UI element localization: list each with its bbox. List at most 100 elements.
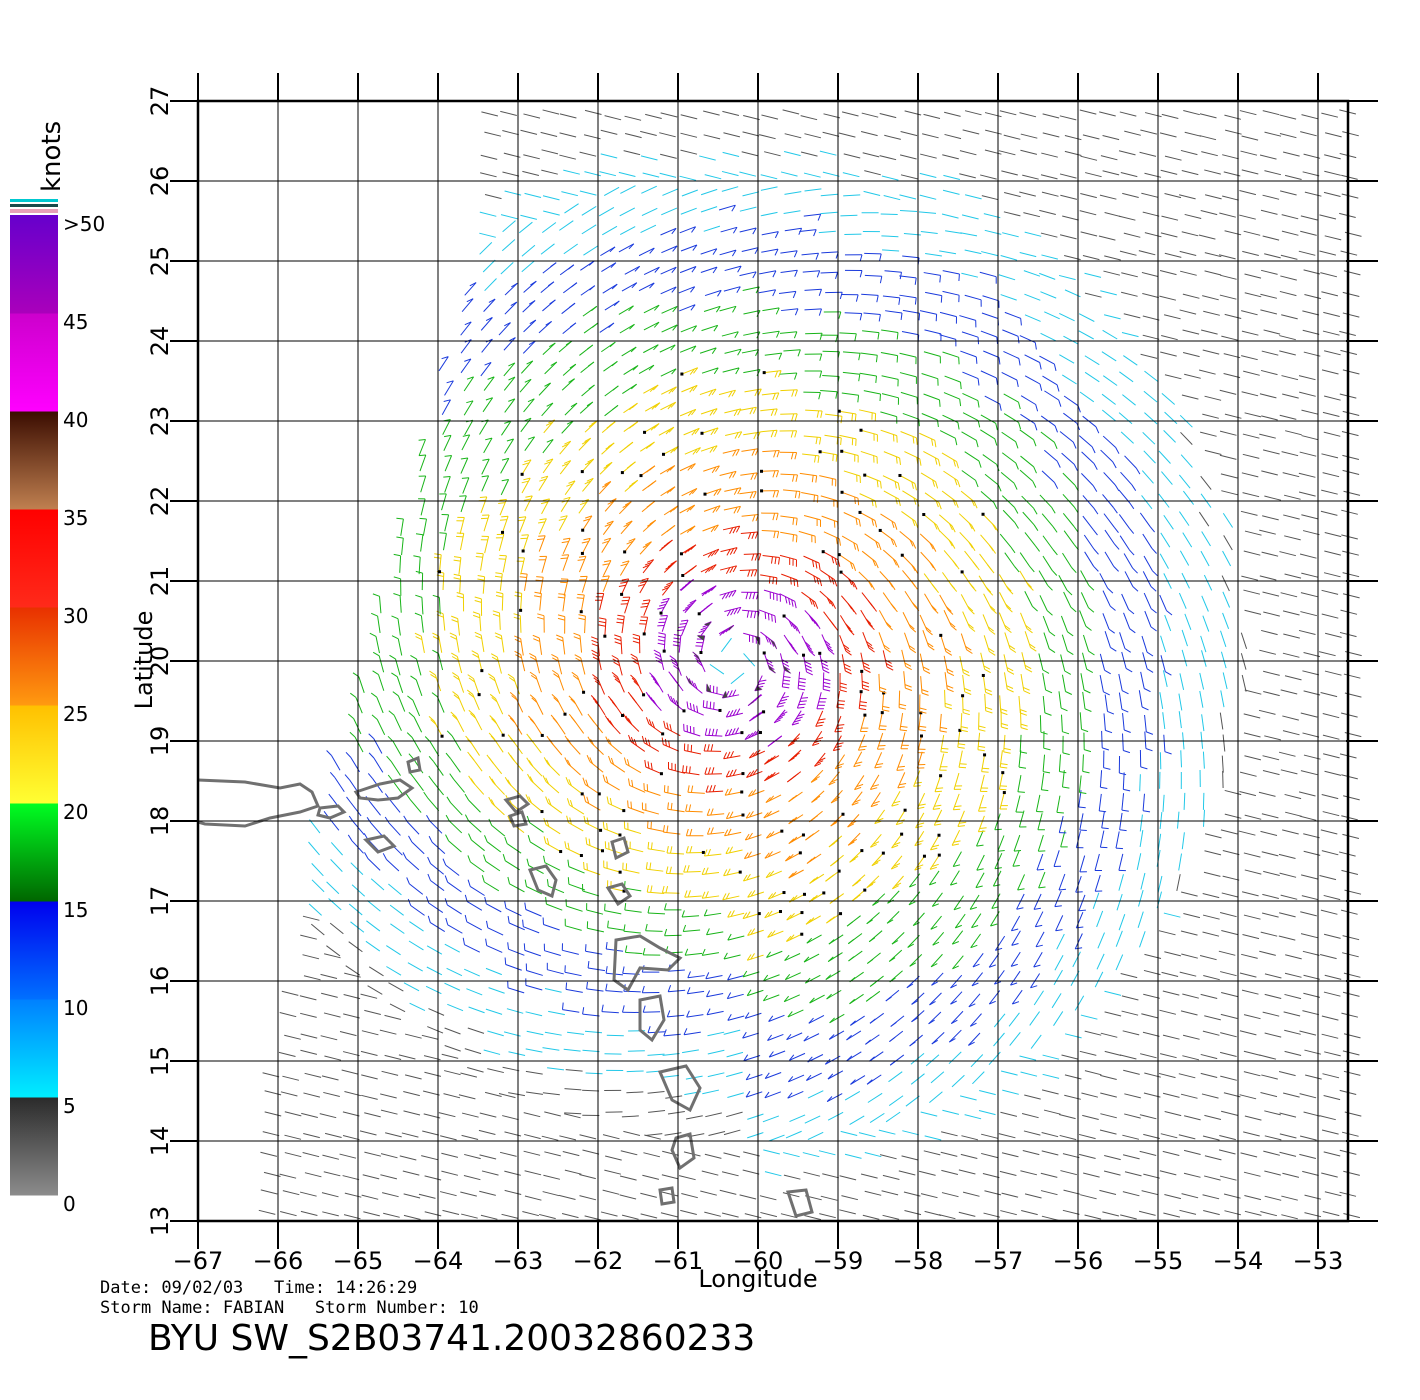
wind-barb-staff	[679, 463, 696, 472]
rain-flag-marker	[580, 792, 584, 796]
wind-barb-staff	[1043, 1109, 1061, 1115]
wind-barb-feather	[890, 583, 896, 591]
wind-barb-staff	[1322, 1073, 1340, 1079]
wind-barb-feather	[835, 391, 838, 399]
wind-barb-staff	[1220, 630, 1227, 648]
wind-barb-staff	[1282, 652, 1300, 658]
wind-barb-staff	[881, 175, 899, 181]
wind-barb-feather	[428, 716, 435, 722]
wind-barb-staff	[262, 1131, 280, 1137]
wind-barb-staff	[1142, 1031, 1160, 1037]
wind-barb-feather	[552, 669, 559, 675]
wind-barb-staff	[874, 752, 883, 769]
wind-barb-feather	[791, 836, 798, 843]
wind-barb-staff	[881, 393, 899, 399]
wind-barb-feather	[748, 752, 755, 759]
wind-barb-feather	[415, 533, 423, 536]
wind-barb-staff	[520, 214, 538, 220]
wind-barb-feather	[935, 500, 939, 508]
wind-barb-feather	[921, 689, 929, 693]
wind-barb-staff	[723, 871, 741, 877]
wind-barb-staff	[264, 1090, 282, 1096]
wind-barb-feather	[393, 553, 401, 557]
rain-flag-marker	[981, 512, 985, 516]
wind-barb-staff	[1177, 811, 1180, 829]
wind-barb-staff	[730, 672, 745, 685]
rain-flag-marker	[540, 733, 544, 737]
wind-barb-feather	[1033, 439, 1037, 447]
wind-barb-staff	[563, 579, 569, 596]
wind-barb-staff	[741, 151, 759, 157]
wind-barb-staff	[1142, 211, 1160, 217]
rain-flag-marker	[839, 570, 843, 574]
wind-barb-feather	[1024, 664, 1032, 670]
wind-barb-feather	[543, 836, 547, 844]
wind-barb-staff	[841, 392, 859, 396]
wind-barb-staff	[1080, 231, 1098, 237]
wind-barb-staff	[1262, 591, 1280, 597]
wind-barb-feather	[931, 605, 937, 611]
wind-barb-feather	[654, 402, 661, 408]
wind-barb-feather	[406, 877, 410, 885]
wind-barb-staff	[746, 1074, 763, 1081]
wind-barb-staff	[822, 374, 840, 377]
wind-barb-staff	[334, 777, 345, 793]
wind-barb-staff	[426, 966, 443, 976]
rain-flag-marker	[961, 694, 965, 698]
wind-barb-staff	[706, 1010, 724, 1016]
wind-barb-staff	[429, 741, 440, 757]
wind-barb-staff	[979, 1089, 996, 1096]
wind-barb-feather	[570, 402, 578, 408]
wind-barb-staff	[1200, 731, 1204, 749]
wind-barb-staff	[958, 1211, 976, 1217]
wind-barb-staff	[1162, 794, 1165, 812]
wind-barb-staff	[1020, 673, 1025, 691]
wind-barb-feather	[975, 440, 979, 448]
wind-barb-staff	[302, 915, 320, 921]
wind-barb-feather	[764, 612, 767, 620]
wind-barb-feather	[670, 447, 676, 454]
wind-barb-staff	[1321, 369, 1339, 375]
wind-barb-feather	[707, 551, 713, 558]
wind-barb-staff	[1059, 431, 1074, 443]
wind-barb-feather	[713, 489, 719, 496]
wind-barb-feather	[691, 226, 697, 233]
wind-barb-feather	[648, 364, 655, 371]
wind-barb-feather	[570, 716, 577, 723]
wind-barb-staff	[786, 1032, 803, 1041]
wind-barb-feather	[951, 542, 956, 549]
wind-barb-feather	[850, 1020, 856, 1026]
wind-barb-feather	[456, 535, 464, 538]
wind-barb-staff	[1063, 591, 1072, 608]
wind-barb-feather	[977, 400, 980, 408]
wind-barb-staff	[719, 589, 737, 596]
wind-barb-staff	[1024, 1094, 1041, 1100]
wind-barb-feather	[1006, 607, 1013, 613]
wind-barb-staff	[580, 657, 586, 675]
wind-barb-staff	[721, 331, 739, 337]
wind-barb-staff	[1260, 309, 1278, 315]
wind-barb-feather	[935, 481, 939, 489]
wind-barb-feather	[622, 1005, 625, 1013]
wind-barb-staff	[1003, 211, 1021, 217]
wind-barb-staff	[460, 1191, 477, 1197]
wind-barb-feather	[798, 703, 806, 706]
wind-barb-staff	[647, 891, 665, 894]
wind-barb-feather	[822, 669, 830, 674]
wind-barb-feather	[538, 521, 546, 524]
wind-barb-feather	[347, 713, 355, 719]
wind-barb-feather	[1016, 907, 1024, 910]
wind-barb-staff	[1079, 1050, 1097, 1056]
wind-barb-staff	[859, 493, 876, 502]
wind-barb-staff	[743, 331, 761, 336]
wind-barb-staff	[1203, 975, 1220, 981]
wind-barb-staff	[1040, 232, 1058, 238]
wind-barb-feather	[693, 704, 695, 712]
wind-barb-staff	[684, 895, 702, 898]
wind-barb-feather	[670, 846, 673, 854]
wind-barb-staff	[1084, 1070, 1102, 1076]
wind-barb-staff	[380, 1093, 397, 1099]
wind-barb-feather	[774, 370, 779, 378]
wind-barb-staff	[524, 1195, 542, 1201]
